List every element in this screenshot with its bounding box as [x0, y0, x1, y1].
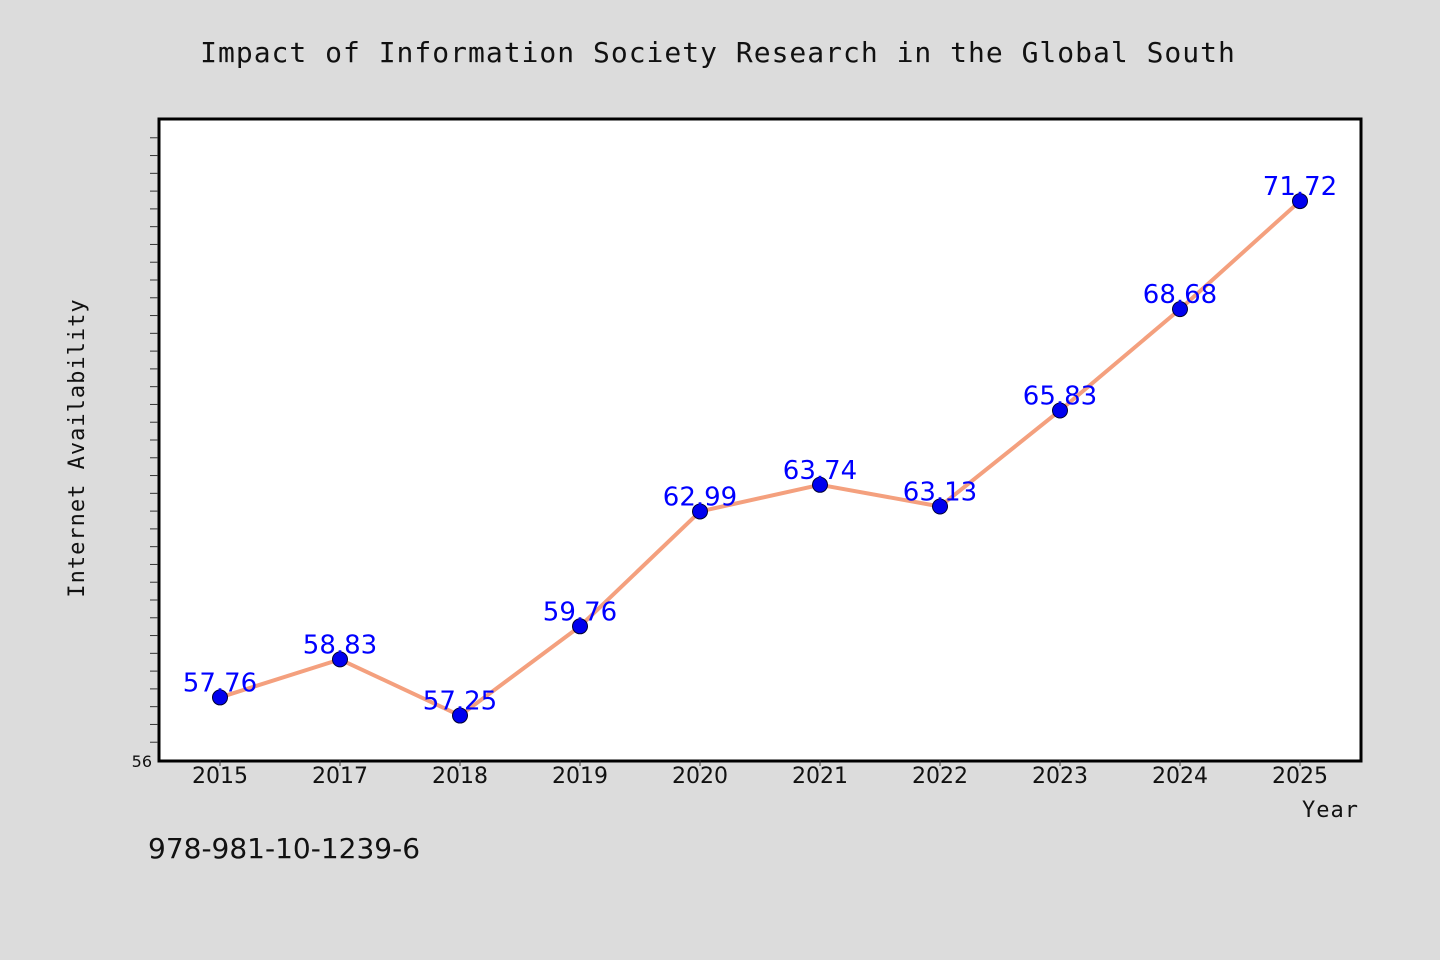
x-tick-label: 2025	[1272, 764, 1328, 789]
data-point	[452, 707, 468, 724]
data-series: 57.76 58.83 57.25 59.76 62.99 63.74 63.13 65.83…	[183, 172, 1337, 724]
data-label: 65.83	[1023, 381, 1097, 411]
data-label: 57.76	[183, 668, 257, 698]
chart-title: Impact of Information Society Research i…	[200, 36, 1236, 69]
x-tick-label: 2024	[1152, 764, 1208, 789]
x-tick-label: 2019	[552, 764, 608, 789]
x-tick-label: 2018	[432, 764, 488, 789]
x-tick-label: 2021	[792, 764, 848, 789]
data-label: 63.13	[903, 477, 977, 507]
x-tick-label: 2017	[312, 764, 368, 789]
y-tick-label-min: 56	[132, 752, 152, 771]
data-label: 57.25	[423, 687, 497, 717]
x-tick-label: 2015	[192, 764, 248, 789]
data-point	[692, 503, 708, 520]
x-tick-label: 2020	[672, 764, 728, 789]
data-label: 59.76	[543, 597, 617, 627]
y-axis-ticks	[150, 137, 158, 743]
y-axis-title: Internet Availability	[65, 298, 90, 597]
isbn-footer: 978-981-10-1239-6	[148, 832, 421, 865]
data-point	[1172, 301, 1188, 318]
data-point	[1292, 193, 1308, 210]
data-label: 62.99	[663, 482, 737, 512]
data-point	[572, 618, 588, 635]
data-point	[932, 498, 948, 515]
data-point	[332, 651, 348, 668]
x-axis-title: Year	[1302, 798, 1359, 823]
data-label: 63.74	[783, 456, 857, 486]
data-label: 58.83	[303, 630, 377, 660]
data-label: 68.68	[1143, 280, 1217, 310]
x-axis-ticks: 2015 2017 2018 2019 2020 2021 2022 2023 2024 2025	[192, 760, 1328, 789]
x-tick-label: 2022	[912, 764, 968, 789]
plot-area	[157, 117, 1363, 763]
data-point	[812, 476, 828, 493]
x-tick-label: 2023	[1032, 764, 1088, 789]
series-line	[218, 199, 1302, 718]
data-label: 71.72	[1263, 172, 1337, 202]
data-point	[212, 689, 228, 706]
data-point	[1052, 402, 1068, 419]
